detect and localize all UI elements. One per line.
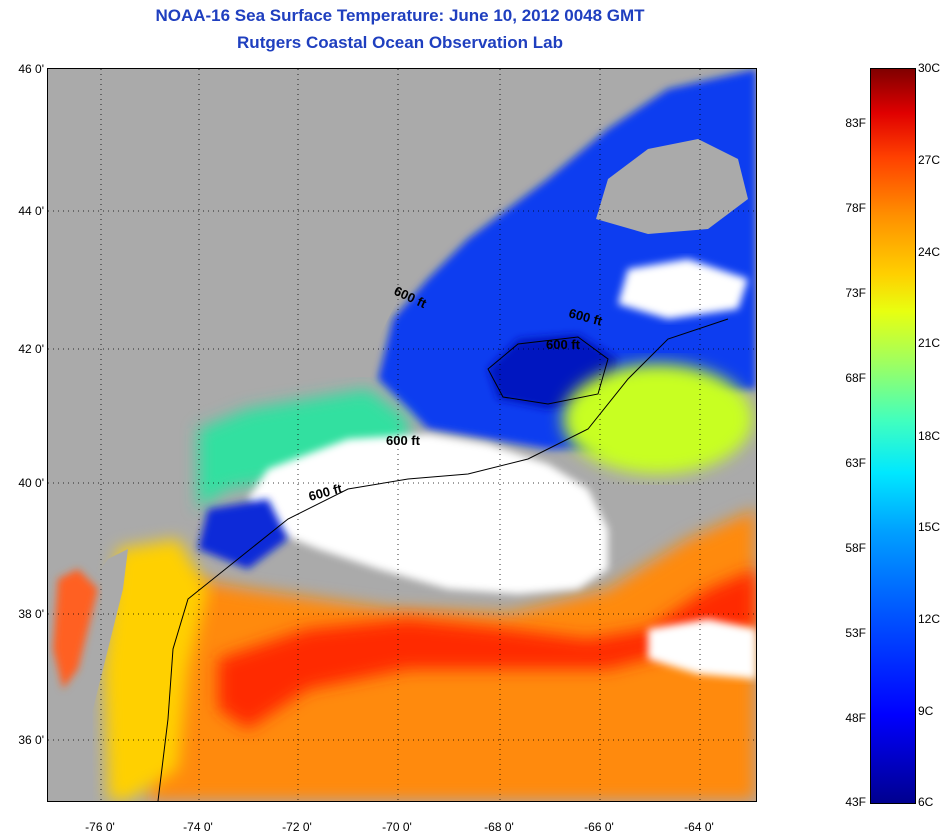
colorbar-label-f: 68F <box>845 371 866 385</box>
lat-label-36: 36 0' <box>18 733 44 747</box>
warm-eddy <box>563 364 753 474</box>
shelf-water <box>198 389 408 509</box>
lat-label-42: 42 0' <box>18 342 44 356</box>
blue-patches <box>198 499 288 569</box>
lat-label-46: 46 0' <box>18 62 44 76</box>
lon-label-72: -72 0' <box>282 820 312 834</box>
cloud-cover-gulf <box>618 259 748 319</box>
temperature-colorbar <box>870 68 916 804</box>
lon-label-74: -74 0' <box>183 820 213 834</box>
map-subtitle: Rutgers Coastal Ocean Observation Lab <box>237 33 563 52</box>
colorbar-label-c: 21C <box>918 336 941 350</box>
colorbar-label-f: 53F <box>845 626 866 640</box>
colorbar-label-f: 58F <box>845 541 866 555</box>
maine-coast <box>48 69 608 689</box>
lat-label-40: 40 0' <box>18 476 44 490</box>
lat-label-44: 44 0' <box>18 204 44 218</box>
colorbar-label-c: 15C <box>918 520 941 534</box>
colorbar-label-f: 78F <box>845 201 866 215</box>
coastal-yellow <box>103 539 208 801</box>
lon-label-64: -64 0' <box>684 820 714 834</box>
bathymetry-contour-2 <box>487 336 609 405</box>
lon-label-66: -66 0' <box>584 820 614 834</box>
sst-map: 600 ft 600 ft 600 ft 600 ft 600 ft <box>47 68 757 802</box>
colorbar-label-f: 43F <box>845 795 866 809</box>
lat-label-38: 38 0' <box>18 607 44 621</box>
colorbar-label-f: 83F <box>845 116 866 130</box>
colorbar-label-c: 18C <box>918 429 941 443</box>
nova-scotia <box>596 139 748 234</box>
chesapeake-bay <box>53 569 98 689</box>
colorbar-label-c: 24C <box>918 245 941 259</box>
colorbar-label-c: 27C <box>918 153 941 167</box>
sst-map-image: 600 ft 600 ft 600 ft 600 ft 600 ft <box>48 69 756 801</box>
graticule <box>48 69 756 801</box>
bathymetry-contour <box>157 318 729 801</box>
lon-label-76: -76 0' <box>85 820 115 834</box>
contour-label: 600 ft <box>386 433 421 448</box>
colorbar-label-c: 30C <box>918 61 941 75</box>
cloud-cover-main <box>248 434 608 594</box>
lon-label-70: -70 0' <box>382 820 412 834</box>
colorbar-label-c: 12C <box>918 612 941 626</box>
lon-label-68: -68 0' <box>484 820 514 834</box>
colorbar-label-c: 6C <box>918 795 934 809</box>
gulf-stream-core <box>218 569 756 729</box>
colorbar-label-f: 48F <box>845 711 866 725</box>
colorbar-label-f: 63F <box>845 456 866 470</box>
colorbar-label-c: 9C <box>918 704 934 718</box>
map-title: NOAA-16 Sea Surface Temperature: June 10… <box>155 6 645 25</box>
contour-label: 600 ft <box>546 337 581 352</box>
cloud-cover-east <box>648 619 756 679</box>
colorbar-label-f: 73F <box>845 286 866 300</box>
